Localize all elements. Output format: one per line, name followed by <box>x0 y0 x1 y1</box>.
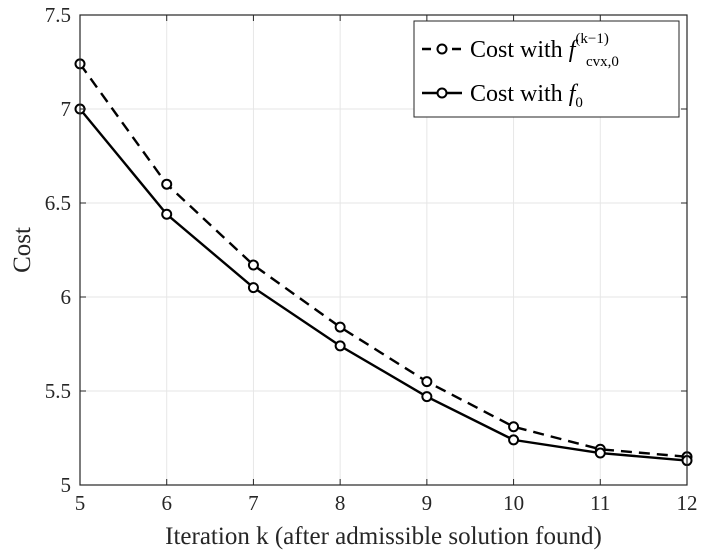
data-point <box>334 340 346 352</box>
data-point <box>594 447 606 459</box>
legend: Cost with f(k−1) cvx,0 Cost with f0 <box>413 20 680 118</box>
legend-item: Cost with f0 <box>422 81 583 111</box>
x-tick-label: 5 <box>75 491 86 515</box>
legend-marker <box>436 43 448 55</box>
x-tick-label: 9 <box>422 491 433 515</box>
y-tick-label: 5.5 <box>45 379 71 403</box>
data-point <box>421 391 433 403</box>
legend-item: Cost with f(k−1) cvx,0 <box>422 31 619 70</box>
data-point <box>161 208 173 220</box>
x-tick-label: 10 <box>503 491 524 515</box>
legend-marker <box>436 87 448 99</box>
y-tick-label: 6.5 <box>45 191 71 215</box>
plot-frame <box>79 14 688 486</box>
series-line <box>79 108 688 462</box>
x-tick-label: 11 <box>590 491 610 515</box>
data-point <box>161 178 173 190</box>
x-axis-label: Iteration k (after admissible solution f… <box>165 523 602 550</box>
tick-labels: 5 6 7 8 9 10 11 12 5 5.5 6 6.5 7 7.5 <box>45 3 698 515</box>
series-layer <box>74 58 693 467</box>
data-point <box>508 434 520 446</box>
series-2 <box>74 103 693 467</box>
x-tick-label: 7 <box>248 491 259 515</box>
data-point <box>334 321 346 333</box>
data-point <box>421 376 433 388</box>
y-tick-label: 7 <box>61 97 72 121</box>
x-tick-label: 6 <box>161 491 172 515</box>
y-tick-label: 6 <box>61 285 72 309</box>
y-axis-label: Cost <box>9 227 36 273</box>
legend-label: Cost with f(k−1) cvx,0 <box>470 31 619 70</box>
series-line <box>79 63 688 458</box>
data-point <box>508 421 520 433</box>
y-tick-label: 7.5 <box>45 3 71 27</box>
x-tick-label: 12 <box>677 491 698 515</box>
series-1 <box>74 58 693 463</box>
y-tick-label: 5 <box>61 473 72 497</box>
data-point <box>247 259 259 271</box>
data-point <box>247 282 259 294</box>
x-tick-label: 8 <box>335 491 346 515</box>
legend-box <box>413 20 680 118</box>
legend-label: Cost with f0 <box>470 81 583 111</box>
